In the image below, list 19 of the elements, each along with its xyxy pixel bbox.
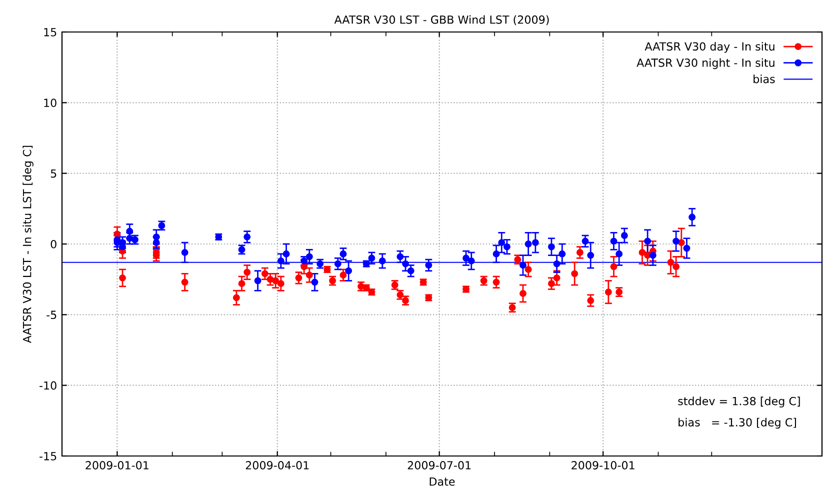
annotation: stddev = 1.38 [deg C]: [678, 396, 800, 408]
x-tick-label: 2009-07-01: [408, 461, 471, 470]
y-tick-label: -15: [40, 452, 56, 460]
legend-label: AATSR V30 day - In situ: [644, 42, 774, 53]
y-tick-label: -5: [46, 310, 56, 320]
y-tick-label: 5: [50, 169, 56, 178]
y-tick-label: 10: [44, 98, 56, 108]
x-tick-label: 2009-01-01: [86, 461, 148, 470]
y-tick-label: 15: [44, 28, 56, 36]
y-tick-label: -10: [40, 381, 56, 390]
chart-title: AATSR V30 LST - GBB Wind LST (2009): [334, 15, 549, 26]
x-axis-title: Date: [430, 478, 455, 486]
x-tick-label: 2009-10-01: [572, 461, 634, 470]
legend-label: bias: [754, 74, 775, 84]
legend-label: AATSR V30 night - In situ: [636, 58, 774, 70]
y-axis-title: AATSR V30 LST - In situ LST [deg C]: [22, 146, 34, 344]
y-tick-label: 0: [50, 240, 56, 248]
annotation: bias = -1.30 [deg C]: [678, 418, 796, 429]
x-tick-label: 2009-04-01: [246, 461, 309, 470]
